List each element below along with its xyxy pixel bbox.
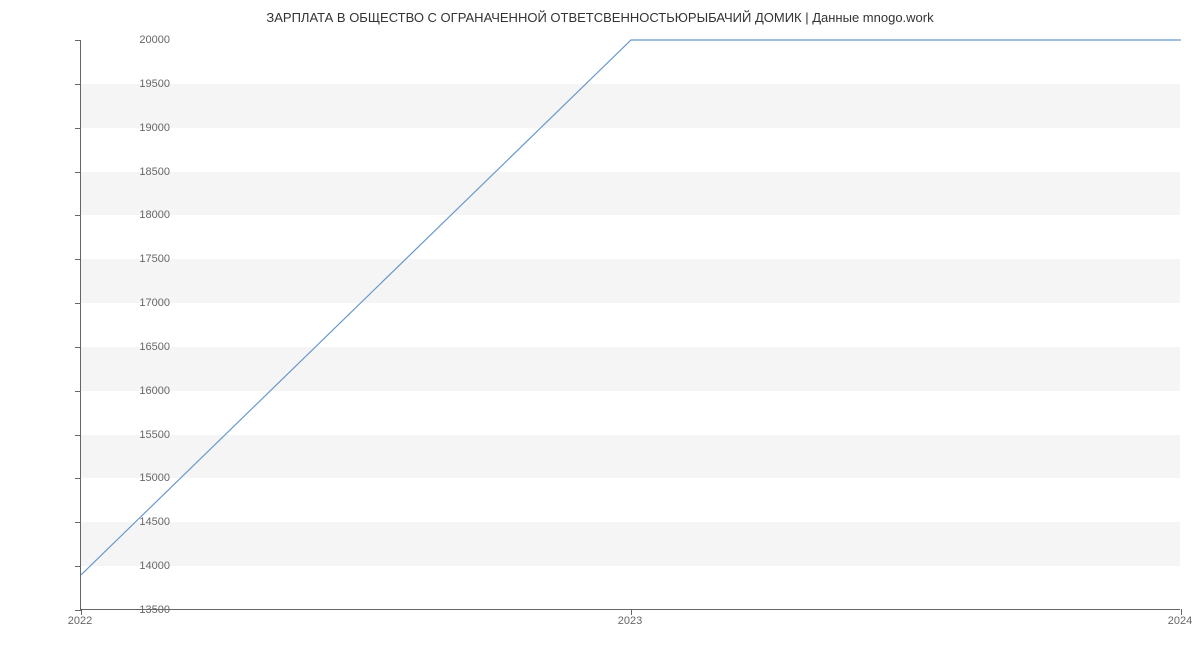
- y-axis-label: 16000: [70, 385, 170, 397]
- x-axis-label: 2023: [618, 615, 642, 627]
- chart-title: ЗАРПЛАТА В ОБЩЕСТВО С ОГРАНАЧЕННОЙ ОТВЕТ…: [0, 10, 1200, 25]
- x-axis-label: 2022: [68, 615, 92, 627]
- y-axis-label: 18500: [70, 166, 170, 178]
- chart-container: [80, 40, 1180, 610]
- line-series: [81, 40, 1181, 610]
- y-axis-label: 18000: [70, 209, 170, 221]
- y-axis-label: 19500: [70, 78, 170, 90]
- y-axis-label: 15000: [70, 472, 170, 484]
- y-axis-label: 17500: [70, 253, 170, 265]
- y-axis-label: 16500: [70, 341, 170, 353]
- y-axis-label: 20000: [70, 34, 170, 46]
- x-axis-label: 2024: [1168, 615, 1192, 627]
- y-axis-label: 19000: [70, 122, 170, 134]
- plot-area: [80, 40, 1180, 610]
- series-line: [81, 40, 1181, 575]
- y-axis-label: 15500: [70, 429, 170, 441]
- y-axis-label: 14500: [70, 516, 170, 528]
- y-axis-label: 17000: [70, 297, 170, 309]
- y-axis-label: 14000: [70, 560, 170, 572]
